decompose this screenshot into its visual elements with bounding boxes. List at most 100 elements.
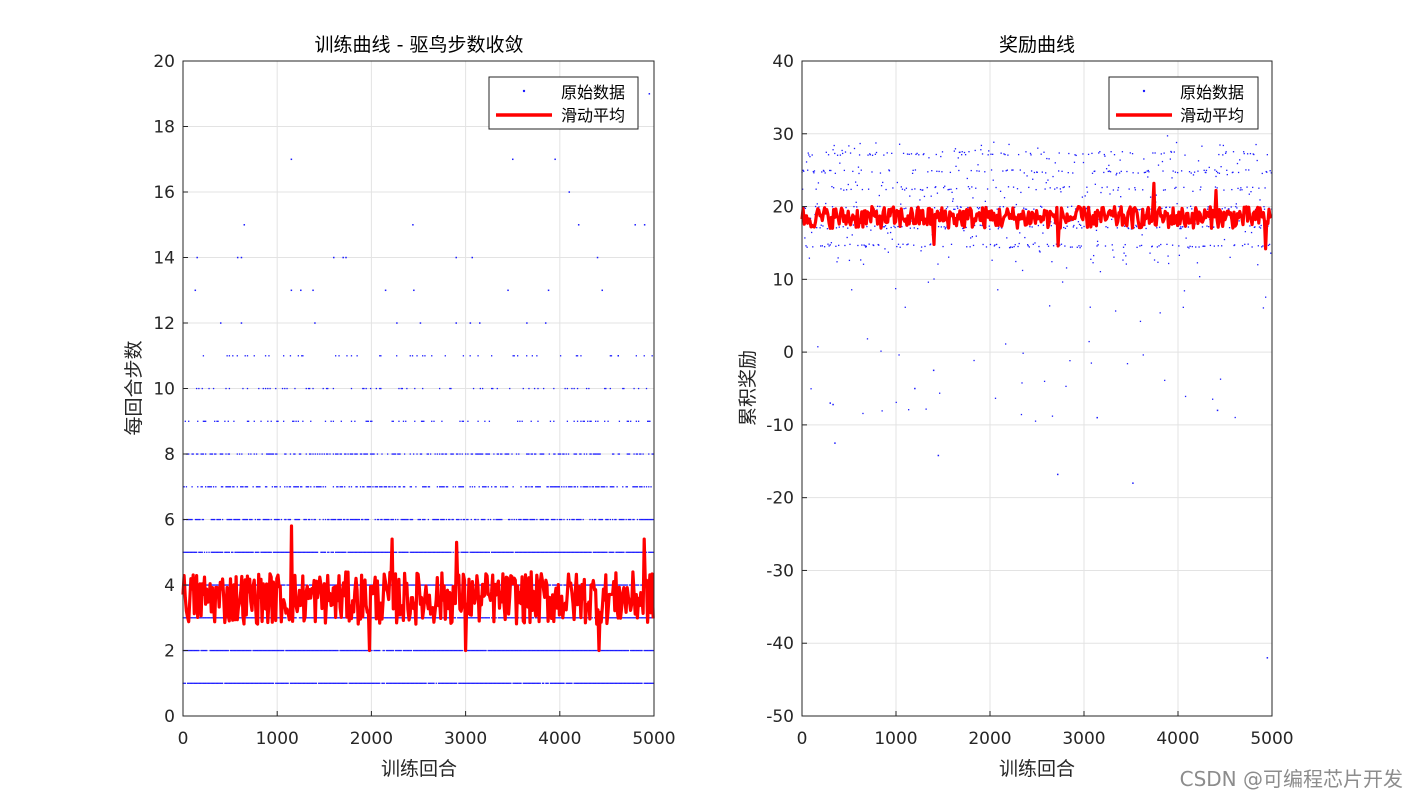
raw-data-point (368, 551, 371, 553)
raw-data-point (206, 551, 208, 553)
raw-data-point (379, 486, 381, 488)
raw-data-point (966, 177, 968, 180)
raw-data-point (371, 420, 373, 422)
raw-data-point (228, 518, 231, 521)
raw-data-point (284, 551, 286, 553)
raw-data-point (533, 584, 536, 586)
raw-data-point (549, 486, 552, 488)
raw-data-point (1051, 415, 1054, 417)
raw-data-point (1118, 205, 1120, 208)
raw-data-point (294, 387, 296, 390)
raw-data-point (951, 200, 954, 202)
raw-data-point (377, 518, 380, 521)
chart-title: 训练曲线 - 驱鸟步数收敛 (315, 34, 524, 56)
raw-data-point (319, 682, 321, 684)
raw-data-point (637, 420, 640, 422)
raw-data-point (1167, 255, 1169, 257)
raw-data-point (514, 649, 517, 652)
raw-data-point (513, 617, 515, 619)
raw-data-point (302, 551, 304, 553)
raw-data-point (630, 551, 632, 553)
raw-data-point (365, 518, 367, 521)
raw-data-point (531, 682, 533, 684)
raw-data-point (310, 682, 312, 684)
raw-data-point (1208, 226, 1210, 228)
raw-data-point (226, 518, 228, 521)
raw-data-point (562, 551, 564, 553)
raw-data-point (198, 551, 200, 553)
raw-data-point (191, 551, 193, 553)
raw-data-point (891, 152, 893, 155)
raw-data-point (363, 387, 365, 390)
raw-data-point (320, 682, 322, 684)
raw-data-point (618, 453, 621, 455)
raw-data-point (1099, 270, 1102, 273)
raw-data-point (988, 150, 990, 152)
raw-data-point (427, 453, 429, 455)
raw-data-point (209, 682, 211, 684)
raw-data-point (480, 649, 483, 652)
raw-data-point (509, 387, 511, 390)
raw-data-point (417, 551, 419, 553)
raw-data-point (365, 420, 367, 422)
raw-data-point (436, 453, 439, 455)
raw-data-point (1244, 243, 1246, 246)
raw-data-point (311, 551, 313, 553)
raw-data-point (522, 518, 524, 521)
raw-data-point (188, 649, 190, 652)
raw-data-point (209, 486, 211, 488)
raw-data-point (460, 551, 462, 553)
raw-data-point (649, 649, 651, 652)
raw-data-point (998, 246, 1001, 249)
raw-data-point (624, 649, 626, 652)
raw-data-point (348, 486, 350, 488)
raw-data-point (357, 518, 359, 521)
raw-data-point (819, 227, 821, 229)
raw-data-point (432, 518, 434, 521)
raw-data-point (972, 244, 975, 247)
raw-data-point (552, 584, 554, 586)
raw-data-point (631, 617, 633, 619)
raw-data-point (359, 486, 362, 488)
raw-data-point (619, 518, 622, 521)
raw-data-point (496, 649, 498, 652)
raw-data-point (327, 518, 329, 521)
raw-data-point (425, 617, 427, 619)
raw-data-point (637, 387, 640, 390)
raw-data-point (478, 551, 480, 553)
raw-data-point (1239, 159, 1241, 161)
raw-data-point (559, 551, 562, 553)
raw-data-point (532, 617, 535, 619)
raw-data-point (545, 682, 547, 684)
raw-data-point (185, 486, 188, 488)
y-tick-label: 10 (153, 380, 175, 400)
raw-data-point (924, 245, 926, 248)
raw-data-point (402, 420, 405, 422)
raw-data-point (628, 584, 631, 586)
raw-data-point (296, 551, 298, 553)
raw-data-point (250, 551, 252, 553)
raw-data-point (538, 649, 540, 652)
raw-data-point (296, 682, 298, 684)
raw-data-point (419, 649, 422, 652)
raw-data-point (409, 355, 411, 357)
raw-data-point (553, 420, 555, 422)
raw-data-point (933, 278, 935, 280)
raw-data-point (304, 649, 306, 652)
raw-data-point (1174, 171, 1177, 173)
raw-data-point (290, 649, 293, 652)
raw-data-point (622, 682, 624, 684)
raw-data-point (1268, 243, 1271, 246)
raw-data-point (471, 486, 474, 488)
raw-data-point (554, 486, 556, 488)
raw-data-point (393, 453, 396, 455)
raw-data-point (468, 617, 470, 619)
raw-data-point (896, 181, 899, 184)
raw-data-point (558, 649, 561, 652)
raw-data-point (301, 355, 303, 357)
raw-data-point (214, 682, 216, 684)
raw-data-point (633, 486, 635, 488)
raw-data-point (497, 682, 500, 684)
raw-data-point (221, 682, 224, 684)
raw-data-point (874, 225, 876, 227)
